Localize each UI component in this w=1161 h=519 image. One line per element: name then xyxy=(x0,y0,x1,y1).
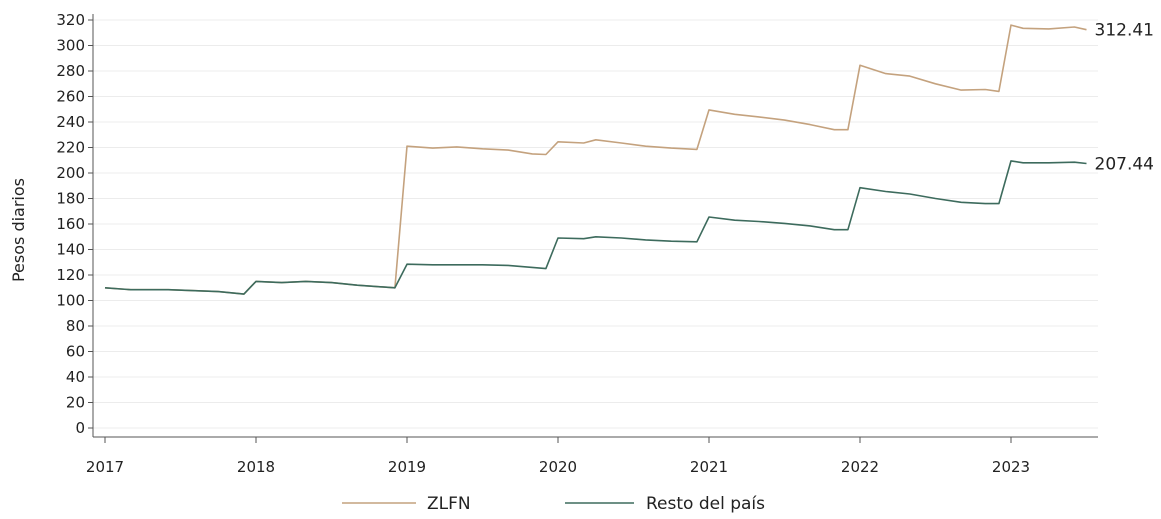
end-labels: 312.41 207.44 xyxy=(1095,21,1154,175)
legend: ZLFN Resto del país xyxy=(342,494,765,514)
y-axis-title: Pesos diarios xyxy=(9,178,28,282)
y-tick-label: 60 xyxy=(66,343,85,361)
x-tick-label: 2022 xyxy=(841,458,879,476)
y-tick-label: 40 xyxy=(66,368,85,386)
y-tick-label: 320 xyxy=(56,11,85,29)
y-tick-label: 200 xyxy=(56,164,85,182)
y-tick-label: 100 xyxy=(56,292,85,310)
y-tick-label: 160 xyxy=(56,215,85,233)
x-tick-label: 2019 xyxy=(388,458,426,476)
y-tick-label: 0 xyxy=(75,419,85,437)
y-tick-label: 260 xyxy=(56,88,85,106)
y-tick-label: 120 xyxy=(56,266,85,284)
y-tick-label: 140 xyxy=(56,241,85,259)
y-tick-label: 80 xyxy=(66,317,85,335)
y-tick-label: 300 xyxy=(56,37,85,55)
y-tick-label: 220 xyxy=(56,139,85,157)
x-tick-label: 2017 xyxy=(86,458,124,476)
end-value-label: 207.44 xyxy=(1095,155,1154,175)
x-tick-label: 2023 xyxy=(992,458,1030,476)
series-line-zlfn xyxy=(104,24,1087,295)
y-tick-label: 240 xyxy=(56,113,85,131)
x-tick-label: 2020 xyxy=(539,458,577,476)
grid-lines xyxy=(93,19,1098,429)
legend-label: ZLFN xyxy=(427,494,471,514)
x-tick-label: 2018 xyxy=(237,458,275,476)
series-lines xyxy=(104,24,1087,295)
series-line-resto-del-pais xyxy=(104,160,1087,295)
axes: 0 20 40 60 80 100 120 140 160 180 200 220 240 260 280 3… xyxy=(56,11,1098,476)
x-tick-label: 2021 xyxy=(690,458,728,476)
y-tick-label: 180 xyxy=(56,190,85,208)
end-value-label: 312.41 xyxy=(1095,21,1154,41)
y-tick-label: 280 xyxy=(56,62,85,80)
y-tick-label: 20 xyxy=(66,394,85,412)
legend-label: Resto del país xyxy=(646,494,765,514)
